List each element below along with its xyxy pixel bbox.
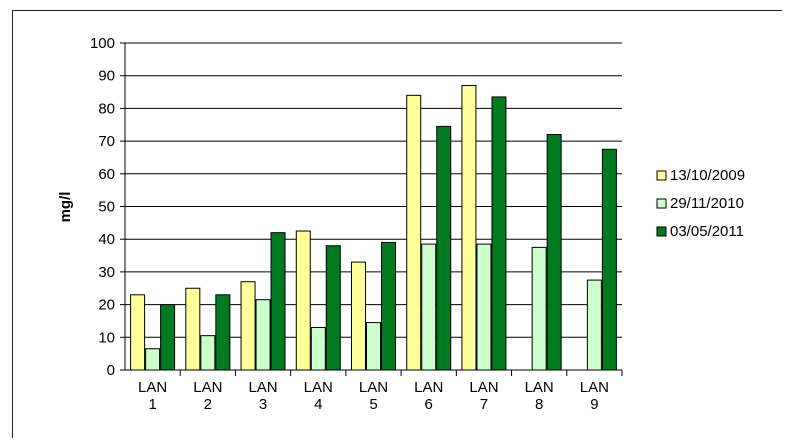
- y-tick-label: 80: [98, 100, 115, 117]
- x-tick-label: LAN: [138, 379, 167, 396]
- x-tick-label: 5: [369, 396, 377, 413]
- bar: [255, 299, 271, 371]
- x-tick-label: LAN: [359, 379, 388, 396]
- x-tick-label: 6: [425, 396, 433, 413]
- x-tick-label: 3: [259, 396, 267, 413]
- x-tick-label: LAN: [193, 379, 222, 396]
- bar: [310, 326, 326, 371]
- x-tick-label: 2: [204, 396, 212, 413]
- legend-label: 13/10/2009: [670, 167, 745, 184]
- bar: [270, 232, 286, 371]
- x-tick-label: LAN: [304, 379, 333, 396]
- x-tick-label: LAN: [469, 379, 498, 396]
- x-tick-label: 9: [590, 396, 598, 413]
- x-tick-label: 7: [480, 396, 488, 413]
- y-tick-label: 10: [98, 329, 115, 346]
- legend-label: 03/05/2011: [670, 223, 744, 240]
- y-tick-label: 40: [98, 231, 115, 248]
- legend-swatch: [656, 198, 667, 209]
- x-tick-label: 8: [535, 396, 543, 413]
- bar: [601, 148, 617, 371]
- x-tick-label: LAN: [580, 379, 609, 396]
- legend-swatch: [656, 226, 667, 237]
- chart-frame: [12, 10, 782, 438]
- x-tick-label: LAN: [525, 379, 554, 396]
- y-tick-label: 60: [98, 166, 115, 183]
- y-tick-label: 100: [90, 35, 115, 52]
- bar: [366, 322, 381, 371]
- bars: [130, 85, 617, 371]
- x-tick-label: 1: [148, 396, 156, 413]
- x-tick-label: LAN: [248, 379, 277, 396]
- y-axis-label: mg/l: [57, 192, 74, 223]
- legend-swatch: [656, 170, 667, 181]
- bar: [145, 348, 161, 371]
- y-tick-label: 20: [98, 297, 115, 314]
- bar: [421, 243, 437, 371]
- bar: [295, 230, 311, 371]
- bar: [531, 246, 547, 371]
- legend: 13/10/2009 29/11/2010 03/05/2011: [656, 167, 745, 240]
- bar: [406, 94, 422, 371]
- bar: [215, 294, 231, 371]
- axes: [120, 42, 623, 376]
- y-tick-label: 0: [107, 362, 115, 379]
- bar: [200, 335, 216, 371]
- legend-label: 29/11/2010: [670, 195, 744, 212]
- y-tick-label: 70: [98, 133, 115, 150]
- bar: [160, 304, 176, 371]
- bar: [351, 261, 366, 371]
- bar: [381, 241, 396, 371]
- bar: [546, 134, 562, 371]
- bar: [130, 294, 146, 371]
- y-tick-label: 90: [98, 68, 115, 85]
- y-tick-label: 50: [98, 199, 115, 216]
- bar: [325, 245, 341, 371]
- bar: [461, 85, 477, 371]
- bar: [436, 125, 452, 371]
- y-tick-labels: 0 10 20 30 40 50 60 70 80 90 100: [90, 35, 115, 379]
- bar: [476, 243, 492, 371]
- bar: [586, 279, 602, 371]
- bar: [185, 287, 201, 371]
- x-tick-label: LAN: [414, 379, 443, 396]
- y-tick-label: 30: [98, 264, 115, 281]
- bar: [491, 96, 507, 371]
- x-tick-label: 4: [314, 396, 322, 413]
- bar: [240, 281, 256, 371]
